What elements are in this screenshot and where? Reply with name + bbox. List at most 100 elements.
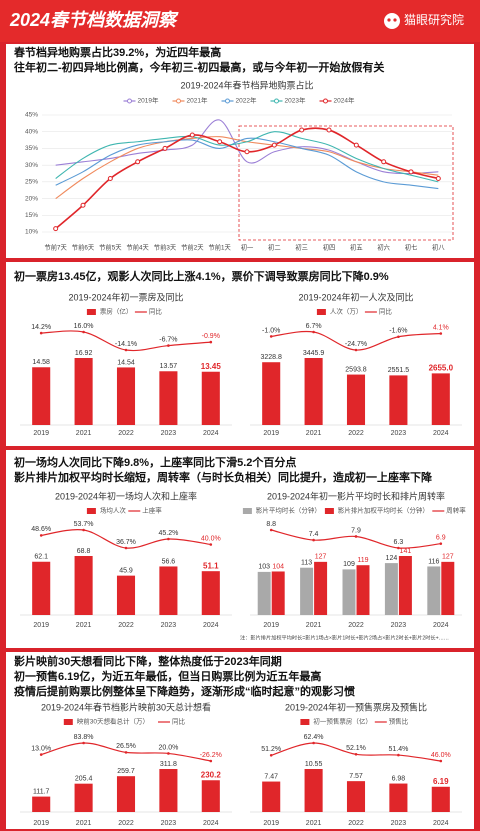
point — [124, 348, 128, 352]
bar — [384, 563, 398, 615]
bar — [431, 786, 450, 812]
point — [162, 145, 168, 151]
legend-label: 初一预售票房（亿） — [313, 717, 372, 726]
x-tick-label: 节前7天 — [44, 243, 67, 252]
point — [82, 528, 85, 532]
bar-label: 311.8 — [160, 761, 177, 768]
line-label: 6.3 — [394, 539, 404, 546]
x-tick-label: 2019 — [33, 820, 49, 827]
x-tick-label: 初七 — [405, 243, 418, 252]
bar-label: 51.1 — [203, 561, 219, 570]
bar-label: 56.6 — [162, 558, 176, 565]
point — [354, 348, 358, 352]
line-label: 7.9 — [351, 527, 361, 534]
bar-label: 13.57 — [160, 363, 178, 370]
x-tick-label: 2019 — [263, 820, 279, 827]
bar — [201, 371, 220, 425]
x-tick-label: 2021 — [76, 622, 92, 629]
bar-label: 2551.5 — [388, 367, 410, 374]
y-tick-label: 20% — [25, 195, 38, 202]
line-label: 46.0% — [431, 752, 451, 759]
x-tick-label: 2021 — [306, 430, 322, 437]
point — [209, 759, 213, 763]
logo-text: 猫眼研究院 — [404, 12, 464, 27]
legend-swatch — [324, 508, 334, 514]
legend-label: 影片排片加权平均时长（分钟） — [338, 506, 429, 515]
legend-marker — [225, 98, 230, 104]
bar — [74, 358, 93, 425]
bar-label: 103 — [258, 564, 270, 571]
x-tick-label: 2021 — [306, 622, 322, 629]
headline: 往年初二-初四异地比例高，今年初三-初四最高，或与今年初一开始放假有关 — [14, 60, 384, 74]
line-label: 7.4 — [309, 531, 319, 538]
series-line — [55, 131, 439, 183]
bar — [389, 375, 408, 425]
x-tick-label: 2024 — [433, 430, 449, 437]
x-tick-label: 2019 — [263, 430, 279, 437]
bar-label: 111.7 — [33, 788, 50, 795]
line-label: 36.7% — [116, 539, 136, 546]
bar — [356, 565, 370, 615]
legend-label: 2021年 — [187, 96, 208, 105]
bar — [304, 358, 323, 425]
x-tick-label: 节前2天 — [181, 243, 204, 252]
point — [135, 159, 141, 165]
point — [353, 142, 359, 148]
chart-title: 2019-2024年春节档异地购票占比 — [180, 79, 313, 90]
x-tick-label: 2022 — [348, 820, 364, 827]
line-label: -1.6% — [389, 328, 407, 335]
bar-label: 230.2 — [201, 770, 222, 779]
point — [167, 344, 170, 347]
bar-label: 45.9 — [119, 567, 133, 574]
bar-label: 127 — [315, 554, 327, 561]
legend-swatch — [86, 508, 96, 514]
line-label: 48.6% — [31, 526, 51, 533]
point — [397, 546, 400, 550]
legend-swatch — [316, 309, 326, 315]
y-tick-label: 30% — [25, 162, 38, 169]
bar-label: 127 — [442, 554, 454, 561]
x-tick-label: 2023 — [391, 820, 407, 827]
bar — [342, 569, 356, 615]
bar — [398, 556, 412, 615]
bar — [314, 561, 328, 615]
bar-label: 116 — [428, 558, 439, 565]
bar-label: 3228.8 — [260, 354, 282, 361]
legend-label: 2022年 — [236, 96, 257, 105]
series-line — [55, 137, 439, 190]
legend-label: 2023年 — [285, 96, 306, 105]
point — [269, 335, 273, 338]
point — [326, 127, 332, 133]
point — [435, 176, 441, 182]
bar — [116, 367, 136, 425]
chart-title: 2019-2024年春节档影片映前30天总计想看 — [41, 701, 211, 712]
bar — [116, 575, 136, 615]
logo-eye — [387, 18, 391, 22]
chart-title: 2019-2024年初一场均人次和上座率 — [55, 490, 197, 501]
bar-label: 109 — [343, 561, 355, 568]
chart-title: 2019-2024年初一票房及同比 — [68, 291, 183, 302]
headline: 初一场均人次同比下降9.8%，上座率同比下滑5.2个百分点 — [14, 455, 296, 469]
x-tick-label: 节前6天 — [72, 243, 95, 252]
x-tick-label: 2022 — [118, 820, 134, 827]
line-label: 13.0% — [31, 745, 51, 752]
x-tick-label: 2024 — [203, 820, 219, 827]
x-tick-label: 2024 — [433, 622, 449, 629]
legend-label: 人次（万） — [330, 307, 363, 316]
point — [53, 226, 59, 232]
point — [312, 538, 315, 542]
chart-title: 2019-2024年初一预售票房及预售比 — [285, 701, 427, 712]
point — [397, 753, 400, 757]
point — [312, 330, 315, 334]
point — [312, 741, 315, 745]
bar — [431, 373, 450, 425]
point — [209, 340, 213, 344]
footnote: 注：影片排片加权平均时长=影片1场占×影片1时长+影片2场占×影片2时长+影片2… — [240, 633, 449, 641]
x-tick-label: 初一 — [241, 243, 254, 252]
bar — [257, 571, 271, 615]
x-tick-label: 2021 — [76, 430, 92, 437]
logo-icon — [384, 13, 400, 29]
line-label: 52.1% — [346, 745, 366, 752]
line-label: 20.0% — [158, 744, 178, 751]
